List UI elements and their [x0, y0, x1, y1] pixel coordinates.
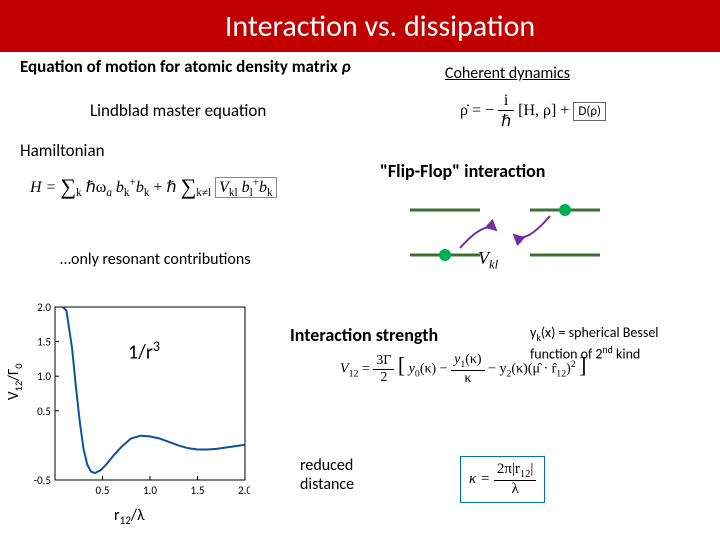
hamiltonian-label: Hamiltonian	[20, 140, 105, 161]
svg-text:2.0: 2.0	[238, 484, 250, 497]
equation-hamiltonian: H = ∑k ℏωa bk+bk + ℏ ∑k≠l Vkl bl+bk	[30, 172, 277, 199]
svg-text:1.5: 1.5	[37, 336, 51, 349]
equation-v12: V12 = 3Γ2 [ y0(κ) − y1(κ)κ − y2(κ)(μ̂ · …	[340, 352, 587, 387]
equation-kappa: κ = 2π|r12| λ	[460, 456, 545, 503]
chart-xlabel: r12/λ	[114, 506, 145, 528]
svg-text:2.0: 2.0	[37, 302, 51, 314]
chart-ylabel: V12/Γ0	[5, 363, 25, 400]
interaction-chart: 0.5 1.0 1.5 2.0 -0.5 0.5 1.0 1.5 2.0	[20, 302, 250, 502]
title-text: Interaction vs. dissipation	[225, 8, 535, 45]
svg-text:0.5: 0.5	[96, 484, 110, 497]
reduced-distance-label: reduceddistance	[300, 456, 354, 494]
flipflop-label: "Flip-Flop" interaction	[380, 160, 545, 182]
only-resonant-label: …only resonant contributions	[60, 250, 251, 269]
svg-text:1.5: 1.5	[191, 484, 205, 497]
equation-rho-dot: ρ̇ = − iℏ [H, ρ] + D(ρ)	[460, 92, 670, 131]
interaction-strength-label: Interaction strength	[290, 324, 438, 346]
svg-text:1.0: 1.0	[143, 484, 157, 497]
svg-text:0.5: 0.5	[37, 405, 51, 418]
coherent-dynamics-label: Coherent dynamics	[445, 64, 570, 83]
one-over-r3-label: 1/r3	[128, 338, 160, 365]
flipflop-diagram	[390, 190, 640, 280]
svg-text:1.0: 1.0	[37, 370, 51, 383]
title-bar: Interaction vs. dissipation	[0, 0, 720, 52]
svg-text:-0.5: -0.5	[34, 474, 51, 487]
lindblad-label: Lindblad master equation	[90, 100, 266, 121]
subtitle: Equation of motion for atomic density ma…	[20, 56, 351, 77]
